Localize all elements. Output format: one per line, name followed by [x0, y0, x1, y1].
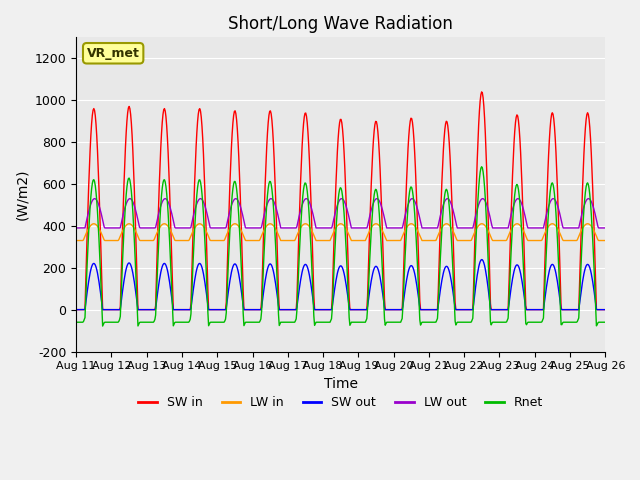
LW out — [421, 225, 429, 231]
LW out — [161, 196, 169, 202]
LW in — [406, 221, 413, 227]
LW out — [191, 208, 198, 214]
Line: SW in: SW in — [76, 92, 605, 310]
Rnet — [478, 164, 486, 169]
LW out — [72, 225, 80, 231]
LW in — [602, 238, 609, 243]
LW in — [137, 238, 145, 243]
Line: Rnet: Rnet — [76, 167, 605, 326]
Text: VR_met: VR_met — [87, 47, 140, 60]
SW in — [136, 307, 144, 312]
SW in — [218, 307, 226, 312]
SW in — [602, 307, 609, 312]
LW in — [90, 221, 98, 227]
SW in — [420, 307, 428, 312]
SW out — [72, 307, 80, 312]
SW out — [190, 283, 198, 288]
X-axis label: Time: Time — [324, 377, 358, 391]
Rnet — [191, 226, 198, 232]
LW out — [82, 222, 90, 228]
SW out — [420, 307, 428, 312]
LW in — [191, 225, 198, 231]
SW out — [478, 257, 486, 263]
Rnet — [406, 189, 413, 195]
SW in — [190, 201, 198, 207]
LW out — [136, 225, 144, 231]
SW out — [602, 307, 609, 312]
LW out — [602, 225, 609, 231]
Rnet — [602, 319, 609, 325]
Rnet — [72, 319, 80, 325]
LW out — [219, 225, 227, 231]
Line: LW out: LW out — [76, 199, 605, 228]
SW out — [218, 307, 226, 312]
Rnet — [421, 319, 429, 325]
Line: SW out: SW out — [76, 260, 605, 310]
Rnet — [137, 319, 145, 325]
SW out — [136, 307, 144, 312]
SW in — [478, 89, 486, 95]
LW in — [72, 238, 80, 243]
Rnet — [99, 323, 106, 329]
SW in — [72, 307, 80, 312]
SW out — [82, 300, 90, 306]
Y-axis label: (W/m2): (W/m2) — [15, 168, 29, 220]
LW in — [219, 238, 227, 243]
LW in — [421, 238, 429, 243]
Legend: SW in, LW in, SW out, LW out, Rnet: SW in, LW in, SW out, LW out, Rnet — [133, 391, 548, 414]
SW in — [405, 133, 413, 139]
SW in — [82, 280, 90, 286]
Rnet — [219, 319, 227, 325]
SW out — [405, 267, 413, 273]
Title: Short/Long Wave Radiation: Short/Long Wave Radiation — [228, 15, 453, 33]
Rnet — [82, 296, 90, 302]
Line: LW in: LW in — [76, 224, 605, 240]
LW in — [82, 231, 90, 237]
LW out — [406, 198, 413, 204]
